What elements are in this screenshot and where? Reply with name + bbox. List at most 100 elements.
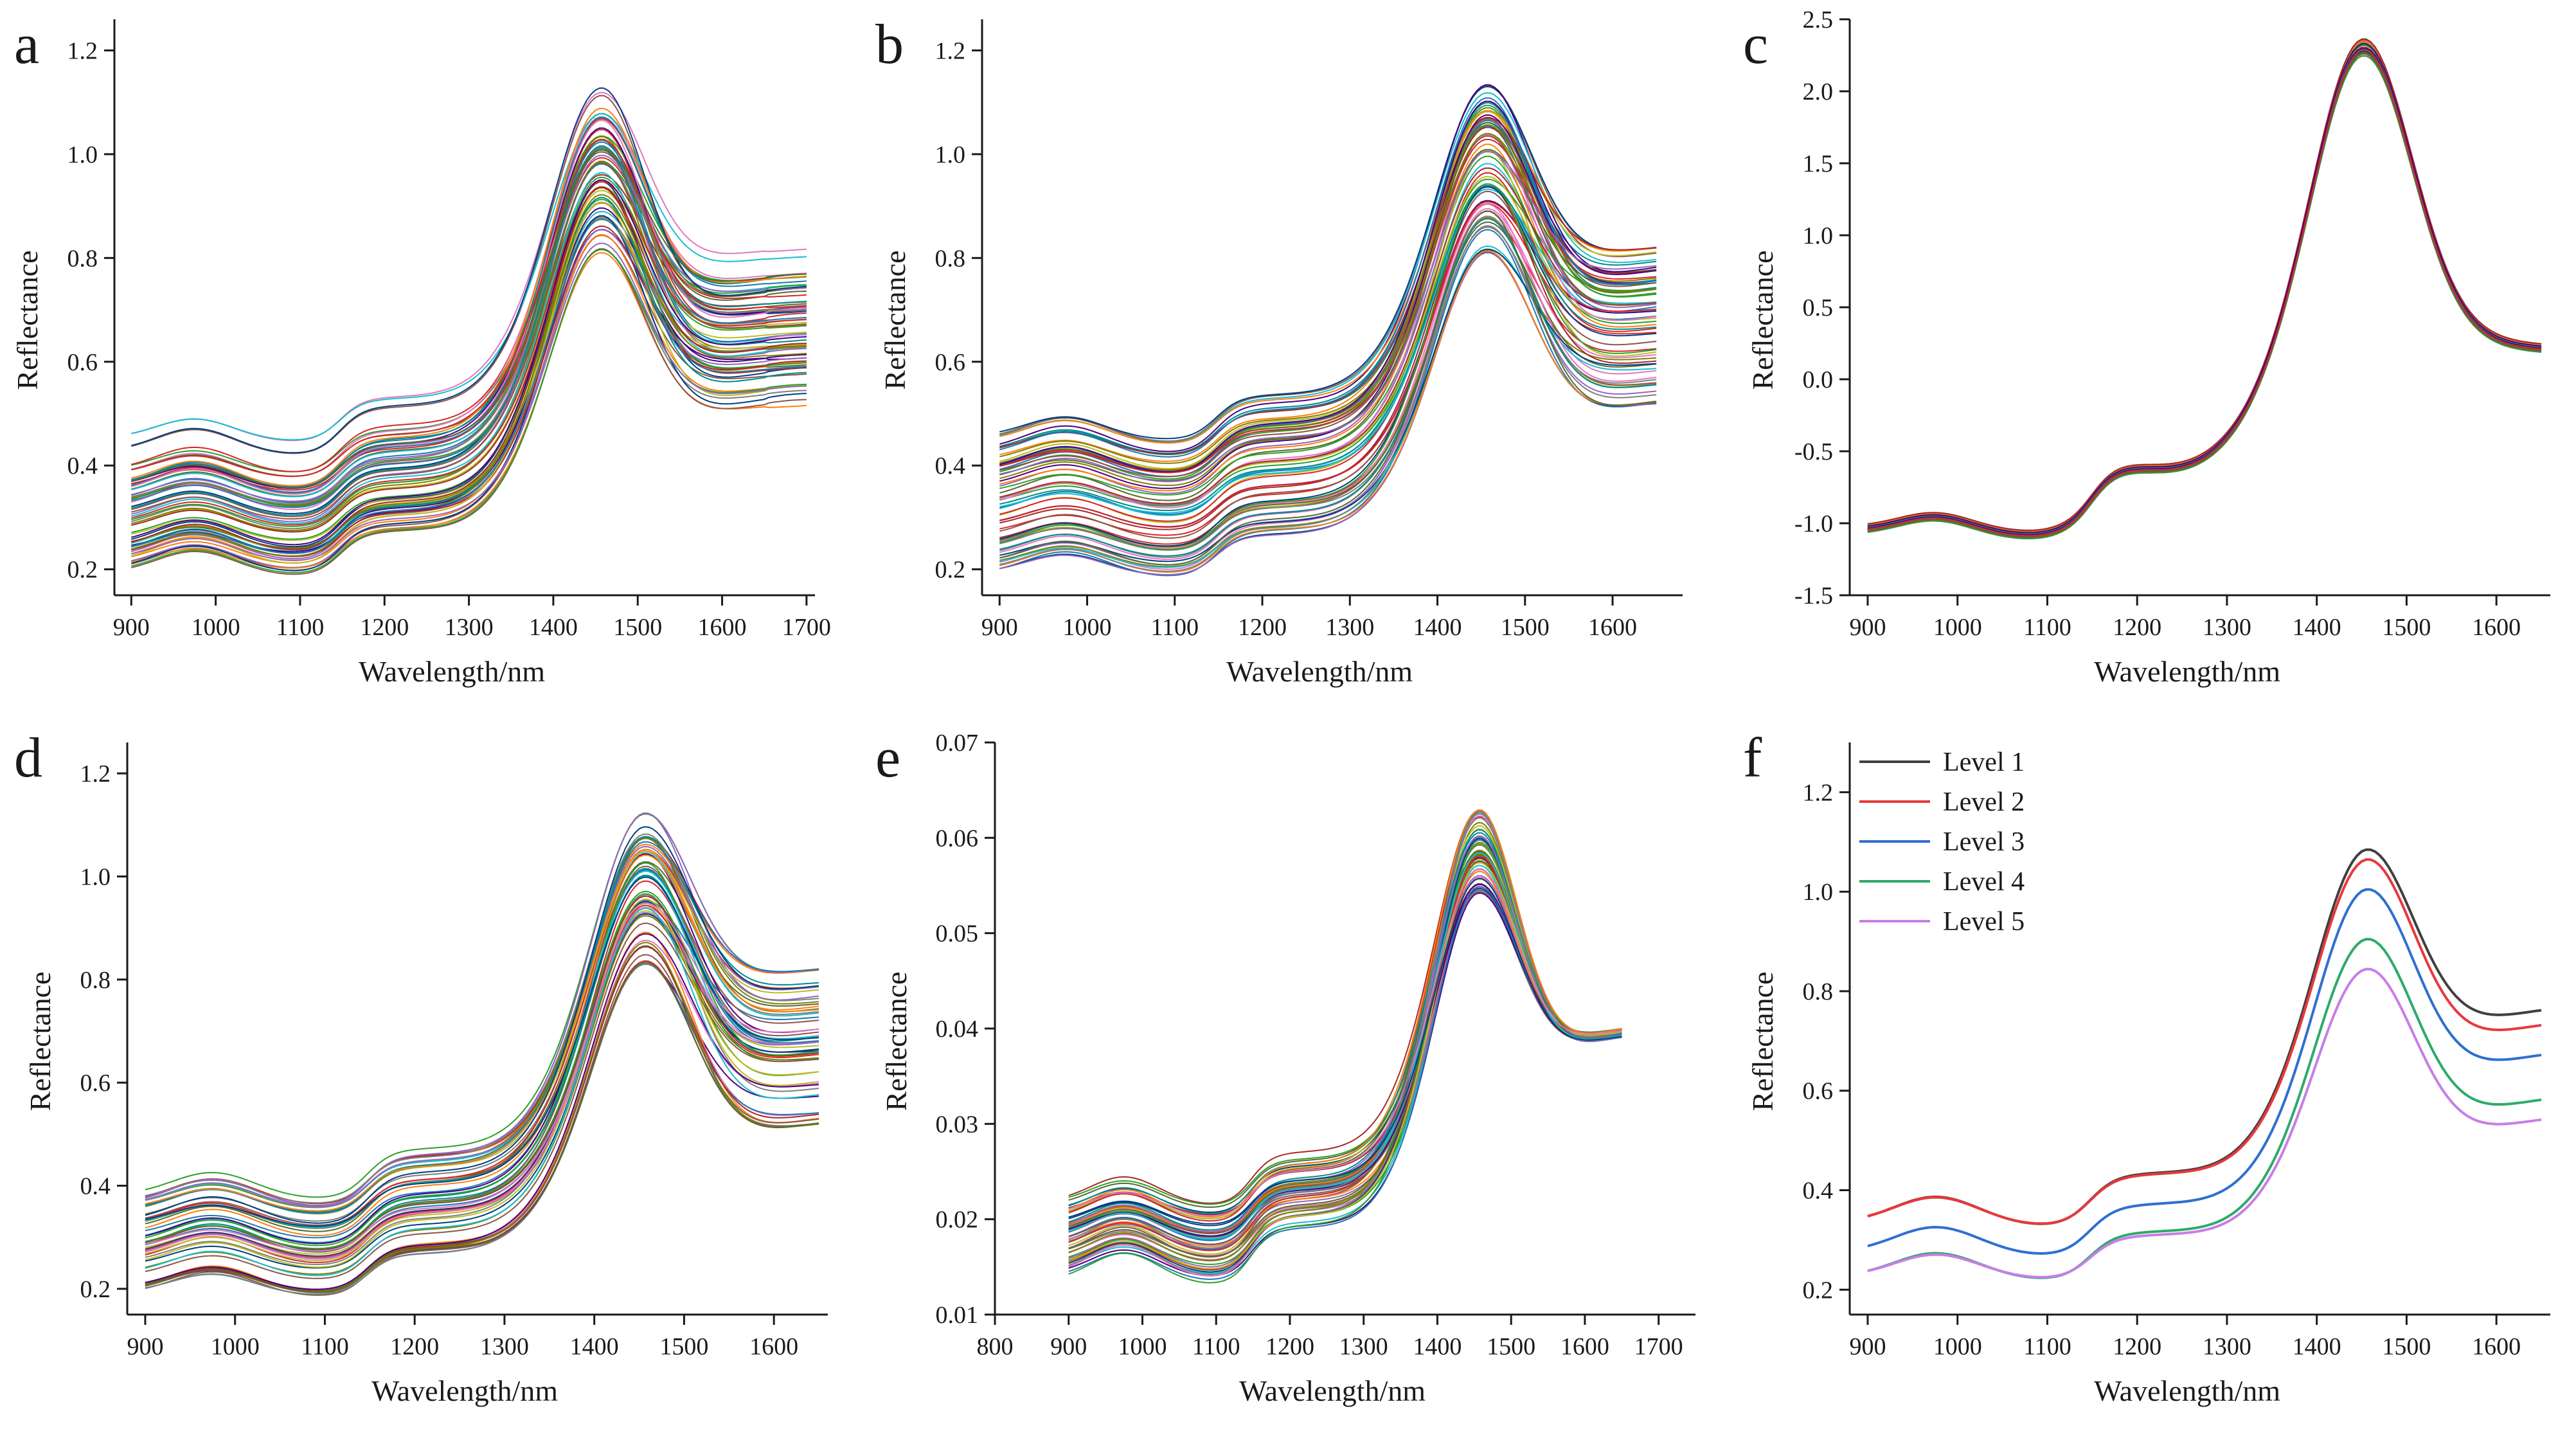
x-tick-label: 1600 — [1588, 614, 1637, 641]
series-line — [145, 861, 819, 1229]
series-line — [131, 146, 807, 505]
series-group — [1068, 809, 1622, 1284]
series-line — [999, 179, 1657, 507]
series-line — [131, 162, 807, 520]
series-line — [999, 100, 1657, 473]
series-line — [145, 826, 819, 1224]
series-line — [131, 148, 807, 489]
x-tick-label: 1200 — [360, 614, 409, 641]
series-line — [131, 219, 807, 541]
series-line — [1867, 48, 2542, 536]
y-axis-title: Reflectance — [24, 971, 57, 1111]
y-tick-label: 1.2 — [1803, 779, 1834, 806]
series-line — [131, 145, 807, 514]
x-axis-title: Wavelength/nm — [371, 1374, 558, 1407]
y-tick-label: 0.03 — [936, 1111, 979, 1138]
x-tick-label: 1500 — [2382, 1333, 2431, 1360]
series-group — [145, 812, 819, 1296]
series-line — [145, 854, 819, 1236]
series-line — [999, 210, 1657, 566]
x-tick-label: 900 — [113, 614, 150, 641]
y-tick-label: 1.5 — [1803, 150, 1834, 177]
x-tick-label: 1500 — [2382, 614, 2431, 641]
series-line — [999, 151, 1657, 483]
series-line — [1867, 47, 2542, 535]
series-line — [145, 913, 819, 1269]
legend-label: Level 5 — [1943, 907, 2025, 937]
series-line — [145, 813, 819, 1198]
x-tick-label: 1500 — [1487, 1333, 1535, 1360]
series-line — [1867, 50, 2542, 537]
series-line — [1068, 858, 1622, 1205]
y-tick-label: -1.0 — [1794, 510, 1833, 537]
series-line — [131, 194, 807, 557]
series-line-level-2 — [1867, 858, 2542, 1225]
series-group — [1867, 38, 2542, 539]
y-tick-label: 1.0 — [1803, 879, 1834, 906]
x-tick-label: 1200 — [2113, 1333, 2161, 1360]
series-line — [1867, 42, 2542, 534]
series-line — [145, 849, 819, 1212]
series-group — [999, 84, 1657, 577]
series-line — [999, 134, 1657, 508]
y-tick-label: 0.8 — [935, 245, 966, 272]
series-line — [131, 235, 807, 568]
panel-label: a — [14, 13, 39, 76]
series-line — [145, 890, 819, 1250]
y-tick-label: 0.2 — [935, 557, 966, 584]
series-line — [1068, 865, 1622, 1239]
series-line — [145, 899, 819, 1268]
series-line — [999, 121, 1657, 455]
legend-label: Level 2 — [1943, 787, 2025, 817]
series-line — [1068, 886, 1622, 1261]
series-line — [131, 215, 807, 571]
x-tick-label: 1600 — [2472, 614, 2521, 641]
series-line — [145, 868, 819, 1252]
series-line — [1068, 849, 1622, 1233]
series-line — [999, 85, 1657, 440]
x-tick-label: 1300 — [1325, 614, 1374, 641]
x-axis-title: Wavelength/nm — [359, 655, 545, 688]
series-line — [131, 147, 807, 489]
y-tick-label: 0.6 — [67, 349, 98, 376]
y-axis-title: Reflectance — [880, 971, 913, 1111]
y-tick-label: -0.5 — [1794, 438, 1833, 465]
series-line — [145, 846, 819, 1208]
y-tick-label: 0.2 — [80, 1276, 111, 1303]
series-line — [131, 207, 807, 553]
series-line — [1068, 836, 1622, 1237]
x-tick-label: 1000 — [192, 614, 240, 641]
y-tick-label: 0.6 — [80, 1070, 111, 1097]
series-line — [1867, 52, 2542, 538]
y-tick-label: 1.0 — [1803, 222, 1834, 249]
series-line — [999, 201, 1657, 528]
series-line — [145, 894, 819, 1266]
series-line — [1867, 49, 2542, 537]
x-tick-label: 1300 — [445, 614, 494, 641]
y-tick-label: -1.5 — [1794, 582, 1833, 609]
series-line — [145, 954, 819, 1296]
y-tick-label: 1.0 — [80, 863, 111, 890]
series-line — [999, 114, 1657, 489]
series-line — [131, 161, 807, 507]
series-line — [1867, 52, 2542, 538]
series-line — [999, 118, 1657, 472]
x-tick-label: 1400 — [2293, 1333, 2341, 1360]
series-line — [131, 201, 807, 560]
panel-label: d — [14, 727, 42, 789]
series-line — [145, 869, 819, 1239]
series-line — [1867, 53, 2542, 539]
y-axis-title: Reflectance — [11, 250, 44, 390]
y-tick-label: 0.4 — [67, 453, 98, 480]
series-line — [1867, 48, 2542, 536]
y-tick-label: 0.6 — [935, 349, 966, 376]
series-line — [999, 102, 1657, 473]
y-tick-label: 2.5 — [1803, 6, 1834, 33]
y-tick-label: 0.8 — [1803, 978, 1834, 1005]
series-line — [1068, 809, 1622, 1204]
y-axis-title: Reflectance — [1746, 971, 1779, 1111]
x-tick-label: 1400 — [1413, 1333, 1462, 1360]
y-tick-label: 0.06 — [936, 825, 979, 852]
series-line — [1867, 47, 2542, 535]
